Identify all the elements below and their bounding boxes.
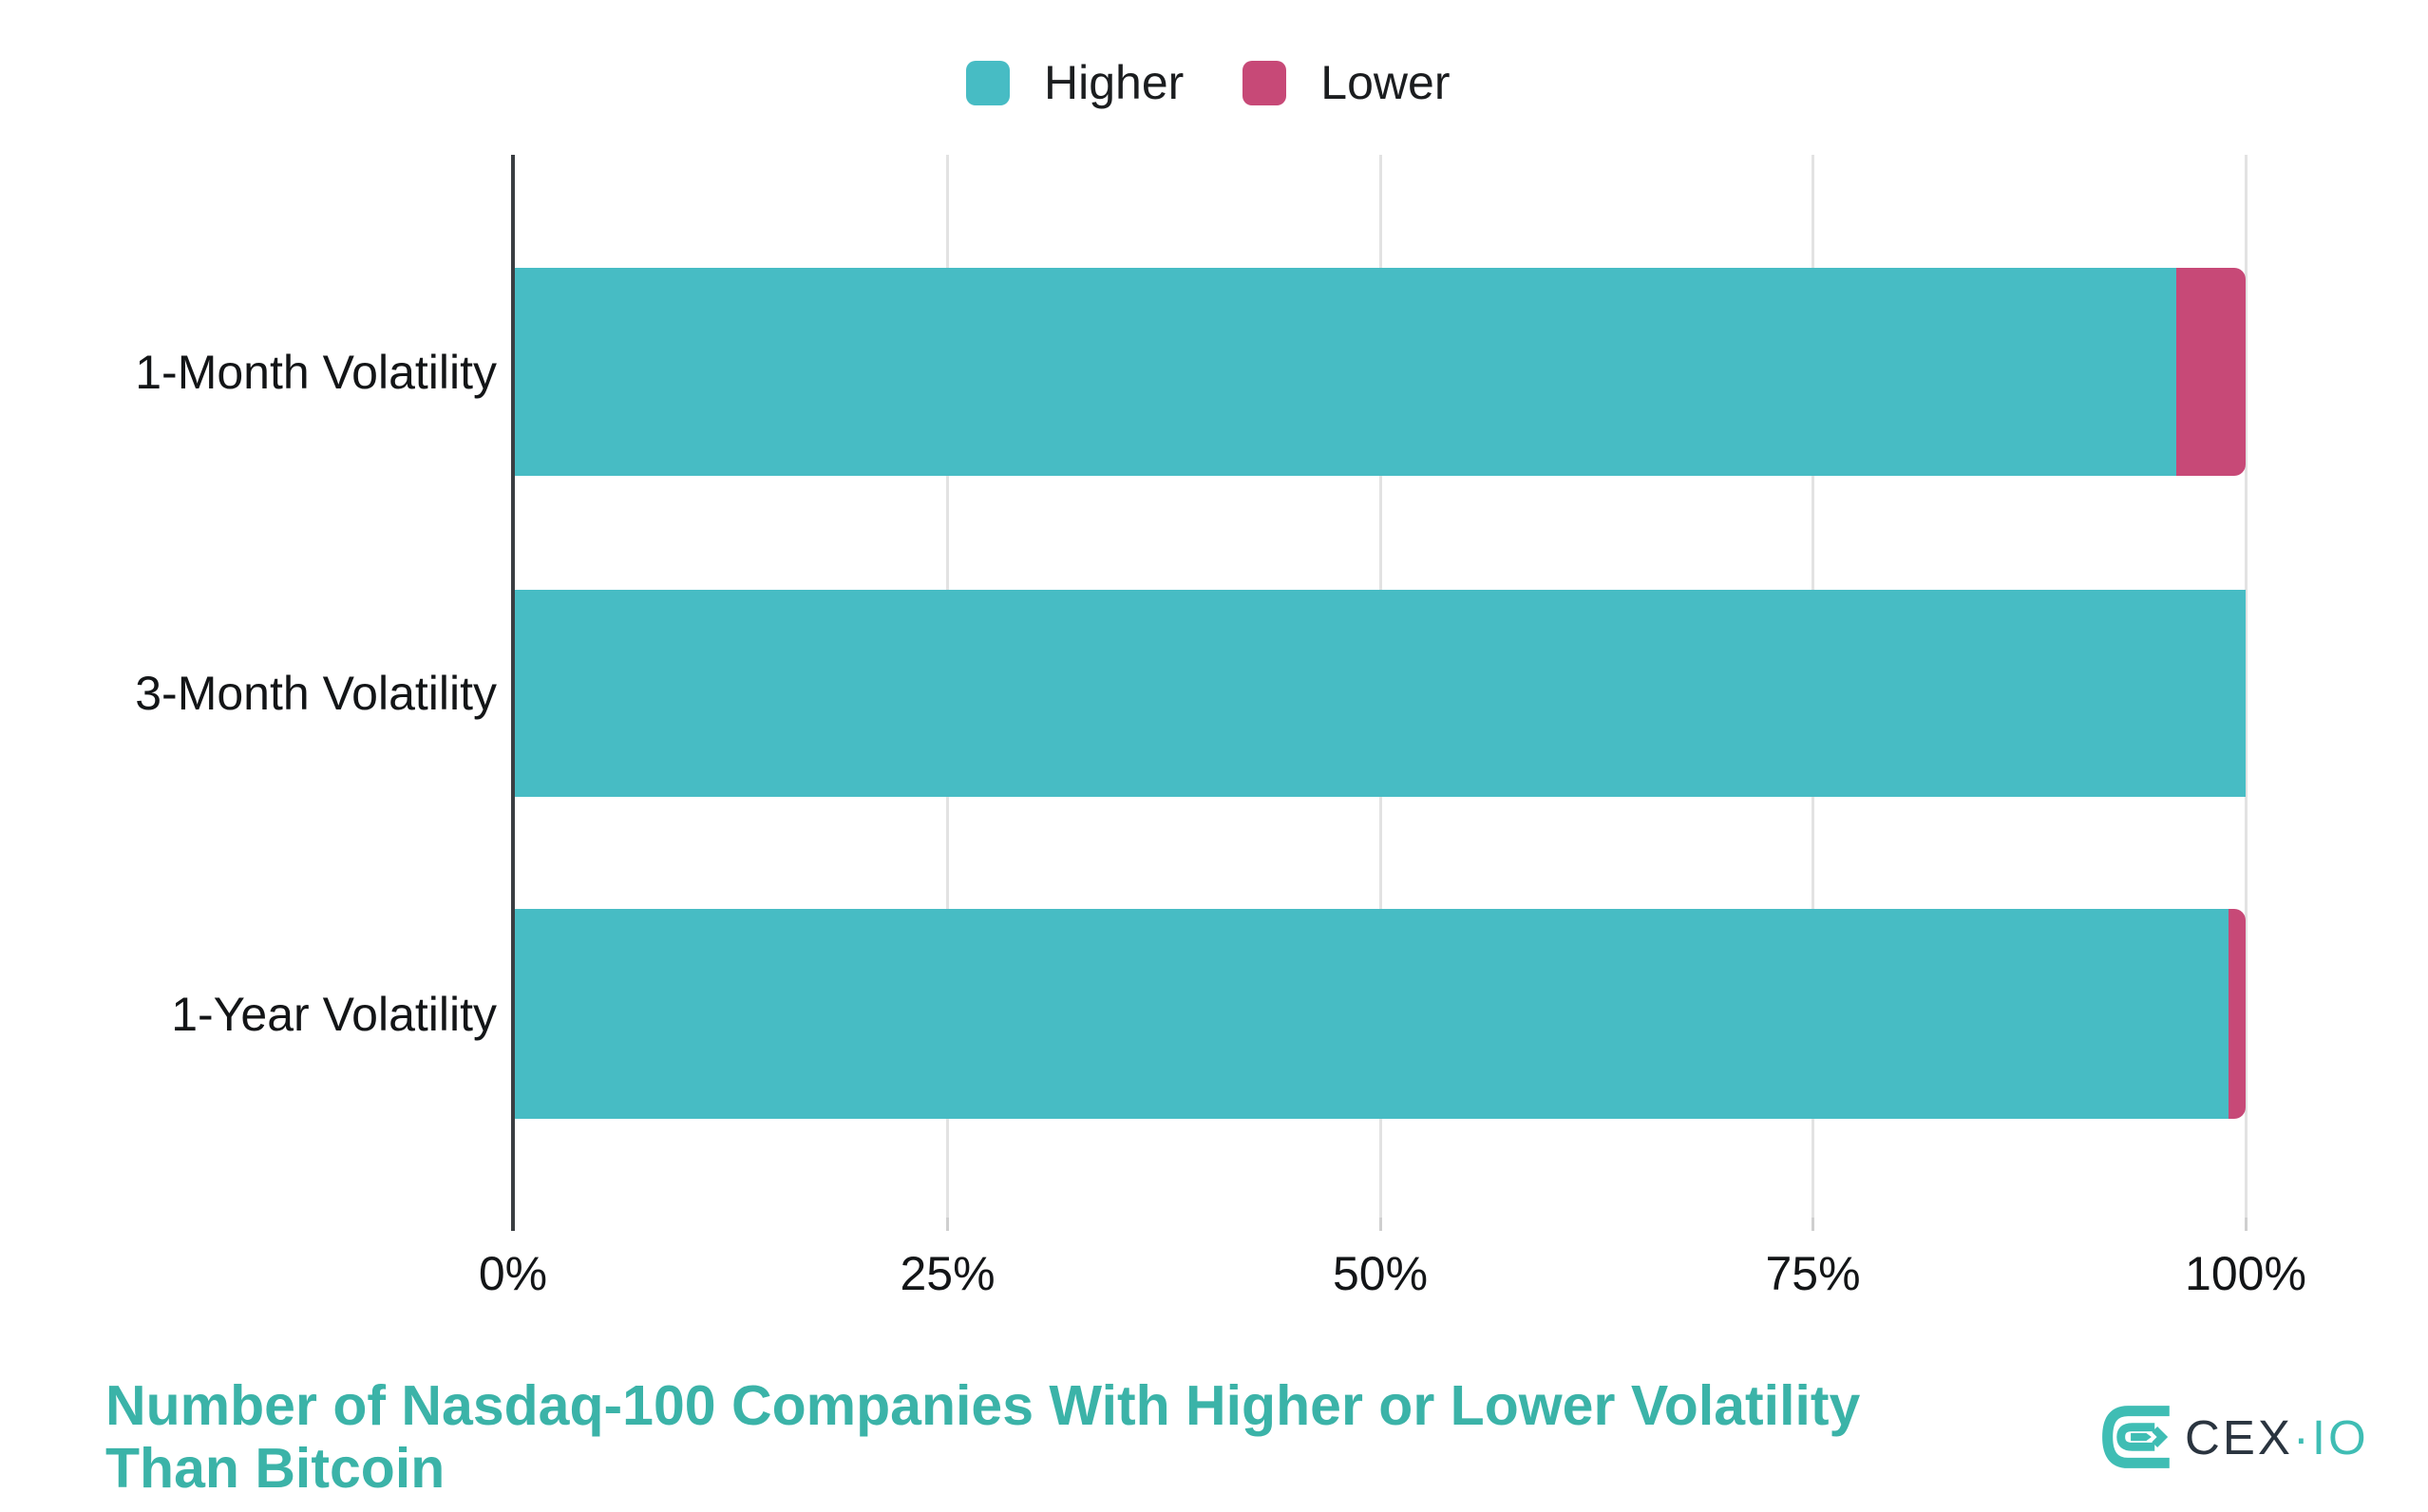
legend-swatch-lower [1242,60,1287,105]
bar-segment-lower-1 [2176,268,2246,476]
logo-text-cex: CEX [2185,1409,2293,1465]
bar-row-1-year-volatility [515,909,2246,1119]
x-axis-label-0%: 0% [478,1247,548,1300]
logo-separator-dot: · [2292,1409,2312,1465]
chart-title-line2: Than Bitcoin [105,1437,446,1500]
x-tick-50% [1378,1218,1382,1231]
legend-label-higher: Higher [1044,56,1185,109]
logo-text-io: IO [2311,1409,2369,1465]
y-axis-label-3: 1-Year Volatility [171,987,497,1041]
bar-segment-lower-3 [2228,909,2246,1119]
y-axis-label-2: 3-Month Volatility [135,667,497,720]
x-tick-25% [946,1218,949,1231]
cexio-logo-mark-icon [2102,1406,2170,1468]
chart-title: Number of Nasdaq-100 Companies With High… [105,1374,1860,1500]
chart-title-line1: Number of Nasdaq-100 Companies With High… [105,1374,1861,1437]
y-axis-line [511,155,515,1231]
bar-row-1-month-volatility [515,268,2246,476]
legend-item-lower: Lower [1242,57,1450,108]
bar-row-3-month-volatility [515,590,2246,797]
bar-segment-higher-2 [515,590,2246,797]
legend-label-lower: Lower [1320,56,1451,109]
cexio-logo-text: CEX·IO [2185,1409,2369,1465]
x-axis-label-100%: 100% [2185,1247,2306,1300]
x-axis-label-75%: 75% [1765,1247,1861,1300]
legend-swatch-higher [966,60,1010,105]
bar-segment-higher-3 [515,909,2229,1119]
x-axis-label-50%: 50% [1332,1247,1429,1300]
x-tick-100% [2244,1218,2248,1231]
x-axis-label-25%: 25% [900,1247,996,1300]
y-axis-label-1: 1-Month Volatility [135,345,497,399]
gridline-100% [2244,155,2248,1218]
legend-item-higher: Higher [966,57,1184,108]
chart-legend: Higher Lower [966,57,1450,108]
x-tick-75% [1812,1218,1814,1231]
bar-segment-higher-1 [515,268,2177,476]
cexio-logo: CEX·IO [2101,1402,2369,1472]
